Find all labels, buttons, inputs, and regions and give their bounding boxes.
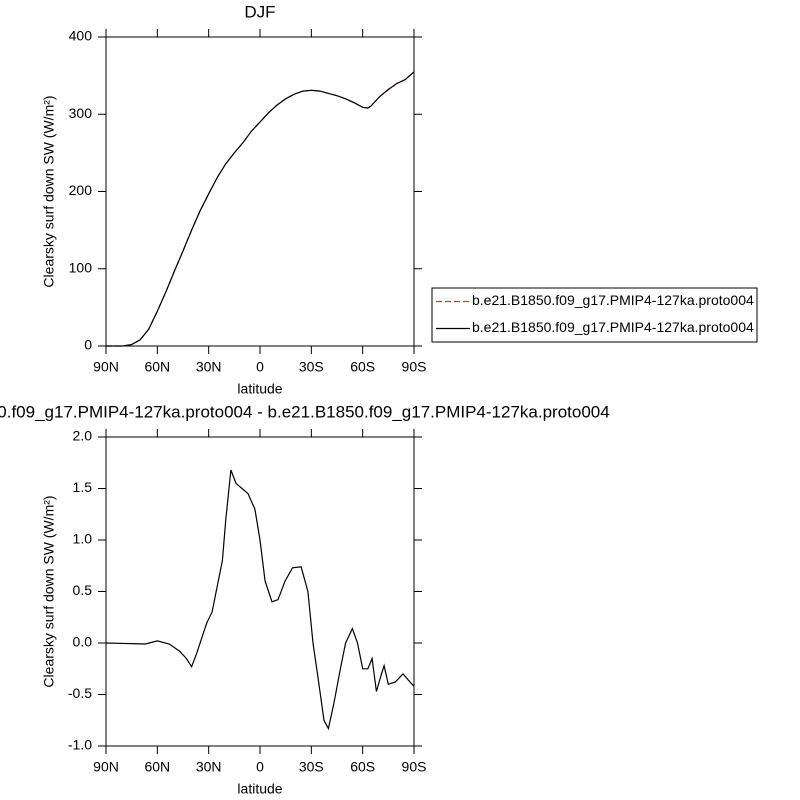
x-tick-label: 60N — [144, 359, 170, 375]
x-tick-label: 60S — [350, 759, 375, 775]
legend-box — [431, 287, 758, 343]
data-line — [106, 71, 415, 347]
chart-title: b.e21.B1850.f09_g17.PMIP4-127ka.proto004… — [0, 402, 610, 421]
x-axis-label: latitude — [237, 781, 282, 797]
panel: b.e21.B1850.f09_g17.PMIP4-127ka.proto004… — [0, 402, 610, 796]
x-tick-label: 90N — [93, 359, 119, 375]
y-tick-label: 1.0 — [73, 531, 93, 547]
x-tick-label: 90S — [402, 359, 427, 375]
x-tick-label: 60N — [144, 759, 170, 775]
legend-label: b.e21.B1850.f09_g17.PMIP4-127ka.proto004 — [472, 292, 754, 308]
y-tick-label: 1.5 — [73, 479, 93, 495]
y-tick-label: 200 — [69, 182, 93, 198]
data-line — [106, 71, 415, 347]
panel: DJF latitude Clearsky surf down SW (W/m²) 0… — [41, 2, 758, 397]
y-tick-label: -1.0 — [68, 737, 92, 753]
y-axis-label: Clearsky surf down SW (W/m²) — [41, 495, 57, 687]
y-axis-label: Clearsky surf down SW (W/m²) — [41, 95, 57, 287]
x-tick-label: 90S — [402, 759, 427, 775]
y-tick-label: 400 — [69, 28, 93, 44]
x-tick-label: 60S — [350, 359, 375, 375]
y-tick-label: 0.5 — [73, 582, 93, 598]
x-tick-label: 30S — [299, 759, 324, 775]
x-axis-label: latitude — [237, 381, 282, 397]
y-tick-label: 0 — [84, 337, 92, 353]
y-tick-label: 2.0 — [73, 428, 93, 444]
y-tick-label: 100 — [69, 259, 93, 275]
data-line — [105, 469, 415, 731]
x-tick-label: 90N — [93, 759, 119, 775]
x-tick-label: 0 — [256, 359, 264, 375]
y-tick-label: 300 — [69, 105, 93, 121]
x-tick-label: 0 — [256, 759, 264, 775]
legend-label: b.e21.B1850.f09_g17.PMIP4-127ka.proto004 — [472, 319, 754, 335]
y-tick-label: -0.5 — [68, 685, 92, 701]
x-tick-label: 30S — [299, 359, 324, 375]
x-tick-label: 30N — [196, 759, 222, 775]
y-tick-label: 0.0 — [73, 634, 93, 650]
chart-title: DJF — [244, 2, 275, 21]
plot-frame — [105, 36, 415, 347]
plot-frame — [105, 436, 415, 747]
x-tick-label: 30N — [196, 359, 222, 375]
